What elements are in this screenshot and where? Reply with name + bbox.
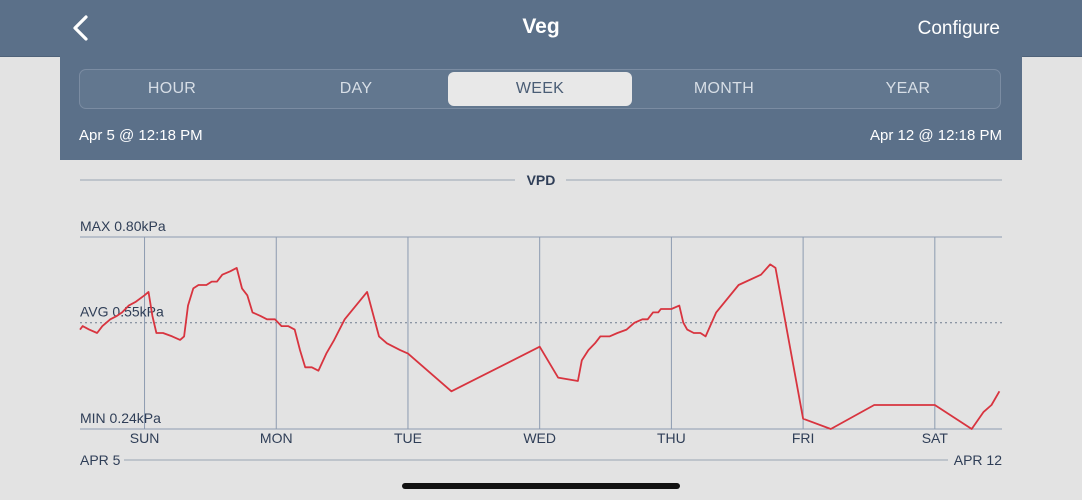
back-button[interactable] (62, 8, 102, 48)
x-tick-label: FRI (792, 430, 815, 446)
vpd-series-line (79, 263, 1001, 430)
configure-button[interactable]: Configure (917, 18, 1000, 39)
start-date-label: APR 5 (80, 452, 121, 468)
tab-hour[interactable]: HOUR (147, 80, 197, 97)
range-start-label: Apr 5 @ 12:18 PM (79, 127, 203, 144)
min-label: MIN 0.24kPa (80, 410, 161, 426)
time-range-segmented-control: HOUR DAY WEEK MONTH YEAR (79, 69, 1001, 109)
tab-month[interactable]: MONTH (693, 80, 755, 97)
range-panel: HOUR DAY WEEK MONTH YEAR Apr 5 @ 12:18 PM Ap… (60, 56, 1022, 160)
x-tick-label: SUN (130, 430, 160, 446)
x-tick-label: TUE (394, 430, 422, 446)
chart-title: VPD (527, 172, 556, 188)
x-tick-labels: SUN MON TUE WED THU FRI SAT (130, 430, 949, 446)
chevron-left-icon (73, 15, 88, 41)
x-tick-label: SAT (922, 430, 949, 446)
max-label: MAX 0.80kPa (80, 218, 166, 234)
x-tick-label: WED (523, 430, 556, 446)
end-date-label: APR 12 (954, 452, 1002, 468)
tab-day[interactable]: DAY (339, 80, 373, 97)
home-indicator (402, 483, 680, 489)
tab-year[interactable]: YEAR (885, 80, 931, 97)
chart-grid (80, 236, 1002, 430)
tab-week[interactable]: WEEK (448, 72, 632, 106)
range-end-label: Apr 12 @ 12:18 PM (870, 127, 1002, 144)
page-title: Veg (522, 15, 560, 38)
x-tick-label: THU (657, 430, 686, 446)
x-tick-label: MON (260, 430, 293, 446)
